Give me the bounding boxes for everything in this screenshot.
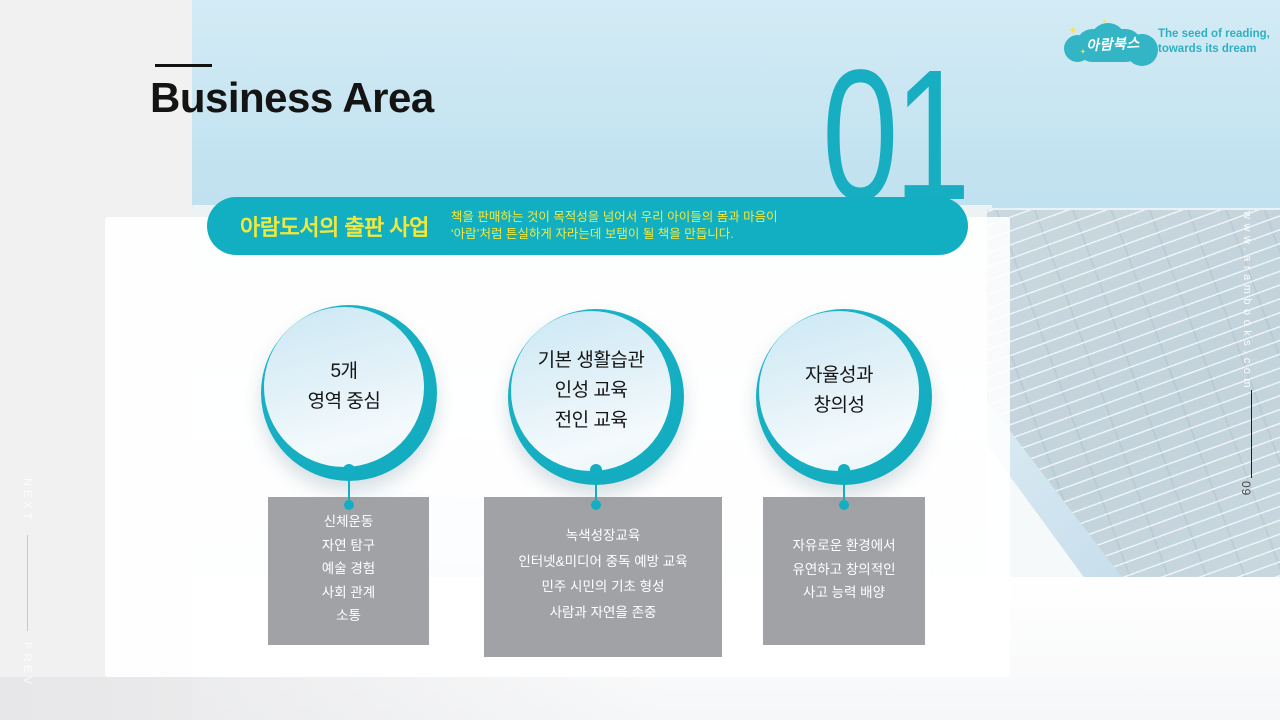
circle-col3: 자율성과 창의성 (756, 309, 932, 485)
logo-cloud-shape (1076, 29, 1142, 62)
list-item: 자연 탐구 (321, 537, 376, 553)
list-box-col1: 신체운동 자연 탐구 예술 경험 사회 관계 소통 (268, 497, 429, 645)
list-item: 예술 경험 (321, 561, 376, 576)
banner-heading: 아람도서의 출판 사업 (240, 215, 429, 240)
connector-dot-bottom (591, 500, 601, 510)
connector-line (348, 476, 350, 500)
logo-tagline: The seed of reading, towards its dream (1158, 27, 1270, 57)
list-item: 사람과 자연을 존중 (549, 604, 657, 620)
page-title: Business Area (150, 74, 434, 121)
connector-line (595, 476, 597, 500)
nav-divider-line (27, 535, 28, 631)
logo-wordmark: 아람북스 (1085, 34, 1141, 54)
connector-line (843, 476, 845, 500)
circle-col2: 기본 생활습관 인성 교육 전인 교육 (508, 309, 684, 485)
circle-col3-line1: 자율성과 (805, 365, 873, 386)
list-item: 녹색성장교육 (565, 528, 641, 543)
list-item: 사회 관계 (321, 584, 376, 600)
circle-col3-line2: 창의성 (813, 395, 865, 416)
list-box-col3: 자유로운 환경에서 유연하고 창의적인 사고 능력 배양 (763, 497, 925, 645)
logo-star-icon: ✦ (1102, 19, 1108, 25)
banner-description-line1: 책을 판매하는 것이 목적성을 넘어서 우리 아이들의 몸과 마음이 (450, 210, 778, 224)
list-item: 신체운동 (323, 514, 374, 529)
circle-col1-face: 5개 영역 중심 (264, 307, 424, 467)
page-number-line (1251, 390, 1252, 478)
nav-next-label: NEXT (21, 478, 33, 524)
page-number: 09 (1239, 481, 1253, 497)
circle-col2-line1: 기본 생활습관 (537, 350, 645, 371)
connector-col3 (838, 464, 850, 510)
title-overline (155, 64, 212, 67)
circle-col1-line2: 영역 중심 (307, 391, 381, 412)
connector-col2 (590, 464, 602, 510)
logo-star-icon: ✦ (1068, 25, 1078, 37)
connector-dot-bottom (344, 500, 354, 510)
circle-col2-face: 기본 생활습관 인성 교육 전인 교육 (511, 311, 671, 471)
connector-dot-top (590, 464, 602, 476)
circle-col2-line3: 전인 교육 (554, 410, 628, 431)
list-box-col2: 녹색성장교육 인터넷&미디어 중독 예방 교육 민주 시민의 기초 형성 사람과… (484, 497, 722, 657)
list-item: 민주 시민의 기초 형성 (541, 579, 665, 594)
website-url: www.arambooks.com (1241, 211, 1253, 393)
logo-tagline-line2: towards its dream (1158, 43, 1257, 55)
arambooks-logo: ✦ ✦ ✦ 아람북스 (1062, 19, 1162, 68)
connector-dot-bottom (839, 500, 849, 510)
connector-dot-top (838, 464, 850, 476)
logo-star-icon: ✦ (1080, 49, 1086, 56)
circle-col1: 5개 영역 중심 (261, 305, 437, 481)
circle-col1-line1: 5개 (330, 361, 358, 382)
nav-prev-label: PREV (21, 642, 33, 688)
connector-dot-top (343, 464, 355, 476)
section-banner: 아람도서의 출판 사업 책을 판매하는 것이 목적성을 넘어서 우리 아이들의 … (207, 197, 968, 255)
list-item: 사고 능력 배양 (802, 585, 886, 600)
logo-tagline-line1: The seed of reading, (1158, 28, 1270, 40)
list-item: 소통 (336, 608, 361, 623)
list-item: 자유로운 환경에서 (792, 538, 896, 553)
list-item: 인터넷&미디어 중독 예방 교육 (518, 553, 688, 569)
connector-col1 (343, 464, 355, 510)
banner-description-line2: ‘아람’처럼 튼실하게 자라는데 보탬이 될 책을 만듭니다. (450, 227, 734, 241)
banner-description: 책을 판매하는 것이 목적성을 넘어서 우리 아이들의 몸과 마음이 ‘아람’처… (451, 209, 778, 243)
brick-wall (987, 208, 1280, 577)
list-item: 유연하고 창의적인 (792, 561, 896, 577)
bottom-gray-band (0, 677, 660, 720)
circle-col3-face: 자율성과 창의성 (759, 311, 919, 471)
circle-col2-line2: 인성 교육 (554, 380, 628, 401)
